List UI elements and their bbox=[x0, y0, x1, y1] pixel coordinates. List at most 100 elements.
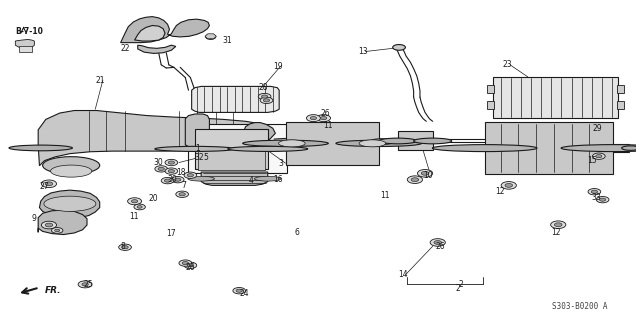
Circle shape bbox=[168, 170, 175, 173]
Polygon shape bbox=[134, 26, 165, 41]
Circle shape bbox=[165, 159, 178, 166]
Bar bbox=[617, 85, 624, 93]
Text: 10: 10 bbox=[423, 172, 433, 180]
Text: 16: 16 bbox=[273, 174, 282, 184]
Text: 22: 22 bbox=[120, 44, 130, 53]
Circle shape bbox=[550, 221, 566, 228]
Ellipse shape bbox=[50, 165, 92, 177]
Text: 14: 14 bbox=[397, 270, 408, 279]
Text: 26: 26 bbox=[185, 263, 195, 272]
Bar bbox=[195, 129, 268, 169]
Circle shape bbox=[45, 223, 53, 227]
Circle shape bbox=[182, 261, 189, 265]
Circle shape bbox=[208, 36, 213, 38]
Text: 29: 29 bbox=[592, 124, 602, 133]
Polygon shape bbox=[192, 86, 279, 112]
Text: 31: 31 bbox=[222, 36, 232, 44]
Text: 17: 17 bbox=[166, 229, 176, 238]
Circle shape bbox=[55, 229, 60, 232]
Circle shape bbox=[407, 176, 422, 183]
Polygon shape bbox=[244, 123, 275, 142]
Ellipse shape bbox=[561, 145, 637, 152]
Polygon shape bbox=[39, 190, 100, 218]
Ellipse shape bbox=[254, 176, 281, 181]
Text: 23: 23 bbox=[503, 60, 512, 69]
Text: 33: 33 bbox=[591, 193, 601, 202]
Circle shape bbox=[127, 198, 141, 205]
Text: 5: 5 bbox=[203, 153, 208, 162]
Polygon shape bbox=[38, 210, 87, 235]
Bar bbox=[487, 101, 494, 109]
Text: 6: 6 bbox=[294, 228, 299, 237]
Circle shape bbox=[41, 180, 57, 188]
Circle shape bbox=[261, 95, 268, 98]
Ellipse shape bbox=[278, 140, 305, 147]
Circle shape bbox=[41, 221, 57, 229]
Polygon shape bbox=[120, 17, 210, 43]
Circle shape bbox=[168, 161, 175, 164]
Circle shape bbox=[501, 181, 517, 189]
Text: 3: 3 bbox=[278, 159, 283, 168]
Text: 4: 4 bbox=[248, 176, 254, 185]
Text: 7: 7 bbox=[181, 181, 186, 190]
Circle shape bbox=[596, 155, 602, 158]
Text: B-7-10: B-7-10 bbox=[15, 27, 43, 36]
Ellipse shape bbox=[370, 139, 394, 144]
Bar bbox=[19, 46, 32, 52]
Text: 13: 13 bbox=[358, 47, 368, 56]
Circle shape bbox=[165, 168, 178, 174]
Circle shape bbox=[430, 239, 445, 246]
Circle shape bbox=[310, 116, 317, 120]
Circle shape bbox=[118, 244, 131, 251]
Bar bbox=[493, 77, 618, 118]
Circle shape bbox=[187, 264, 194, 267]
Text: 32: 32 bbox=[194, 153, 204, 162]
Ellipse shape bbox=[392, 44, 405, 50]
Text: 9: 9 bbox=[32, 214, 37, 223]
Text: S303-B0200 A: S303-B0200 A bbox=[552, 302, 608, 311]
Circle shape bbox=[599, 198, 606, 201]
Circle shape bbox=[122, 246, 128, 249]
Bar bbox=[485, 122, 613, 174]
Circle shape bbox=[417, 170, 433, 177]
Ellipse shape bbox=[622, 146, 637, 150]
Circle shape bbox=[306, 115, 320, 122]
Circle shape bbox=[554, 223, 562, 227]
Text: 28: 28 bbox=[259, 83, 268, 92]
Circle shape bbox=[184, 262, 197, 268]
Text: 19: 19 bbox=[273, 62, 282, 71]
Circle shape bbox=[179, 260, 192, 266]
Ellipse shape bbox=[228, 146, 308, 151]
Bar bbox=[189, 124, 287, 173]
Ellipse shape bbox=[433, 145, 537, 152]
Polygon shape bbox=[205, 34, 217, 39]
Circle shape bbox=[137, 206, 142, 208]
Circle shape bbox=[131, 200, 138, 203]
Polygon shape bbox=[185, 114, 210, 149]
Text: 15: 15 bbox=[587, 156, 596, 164]
Circle shape bbox=[82, 283, 89, 286]
Circle shape bbox=[179, 193, 185, 196]
Polygon shape bbox=[201, 172, 268, 185]
Text: 26: 26 bbox=[436, 242, 445, 251]
Circle shape bbox=[320, 116, 327, 120]
Circle shape bbox=[45, 182, 53, 186]
Circle shape bbox=[421, 172, 429, 175]
Circle shape bbox=[206, 34, 216, 39]
Polygon shape bbox=[38, 110, 275, 166]
Circle shape bbox=[434, 241, 441, 244]
Circle shape bbox=[155, 166, 168, 172]
Text: FR.: FR. bbox=[45, 285, 61, 295]
Text: 27: 27 bbox=[39, 181, 49, 190]
Circle shape bbox=[258, 93, 271, 100]
Circle shape bbox=[592, 153, 605, 159]
Circle shape bbox=[588, 188, 601, 195]
Circle shape bbox=[591, 190, 598, 193]
Bar bbox=[487, 85, 494, 93]
Text: 2: 2 bbox=[455, 284, 461, 293]
Text: 18: 18 bbox=[176, 168, 186, 177]
Circle shape bbox=[78, 281, 92, 288]
Bar bbox=[285, 122, 379, 165]
Text: 25: 25 bbox=[84, 280, 94, 289]
Text: 12: 12 bbox=[495, 187, 505, 196]
